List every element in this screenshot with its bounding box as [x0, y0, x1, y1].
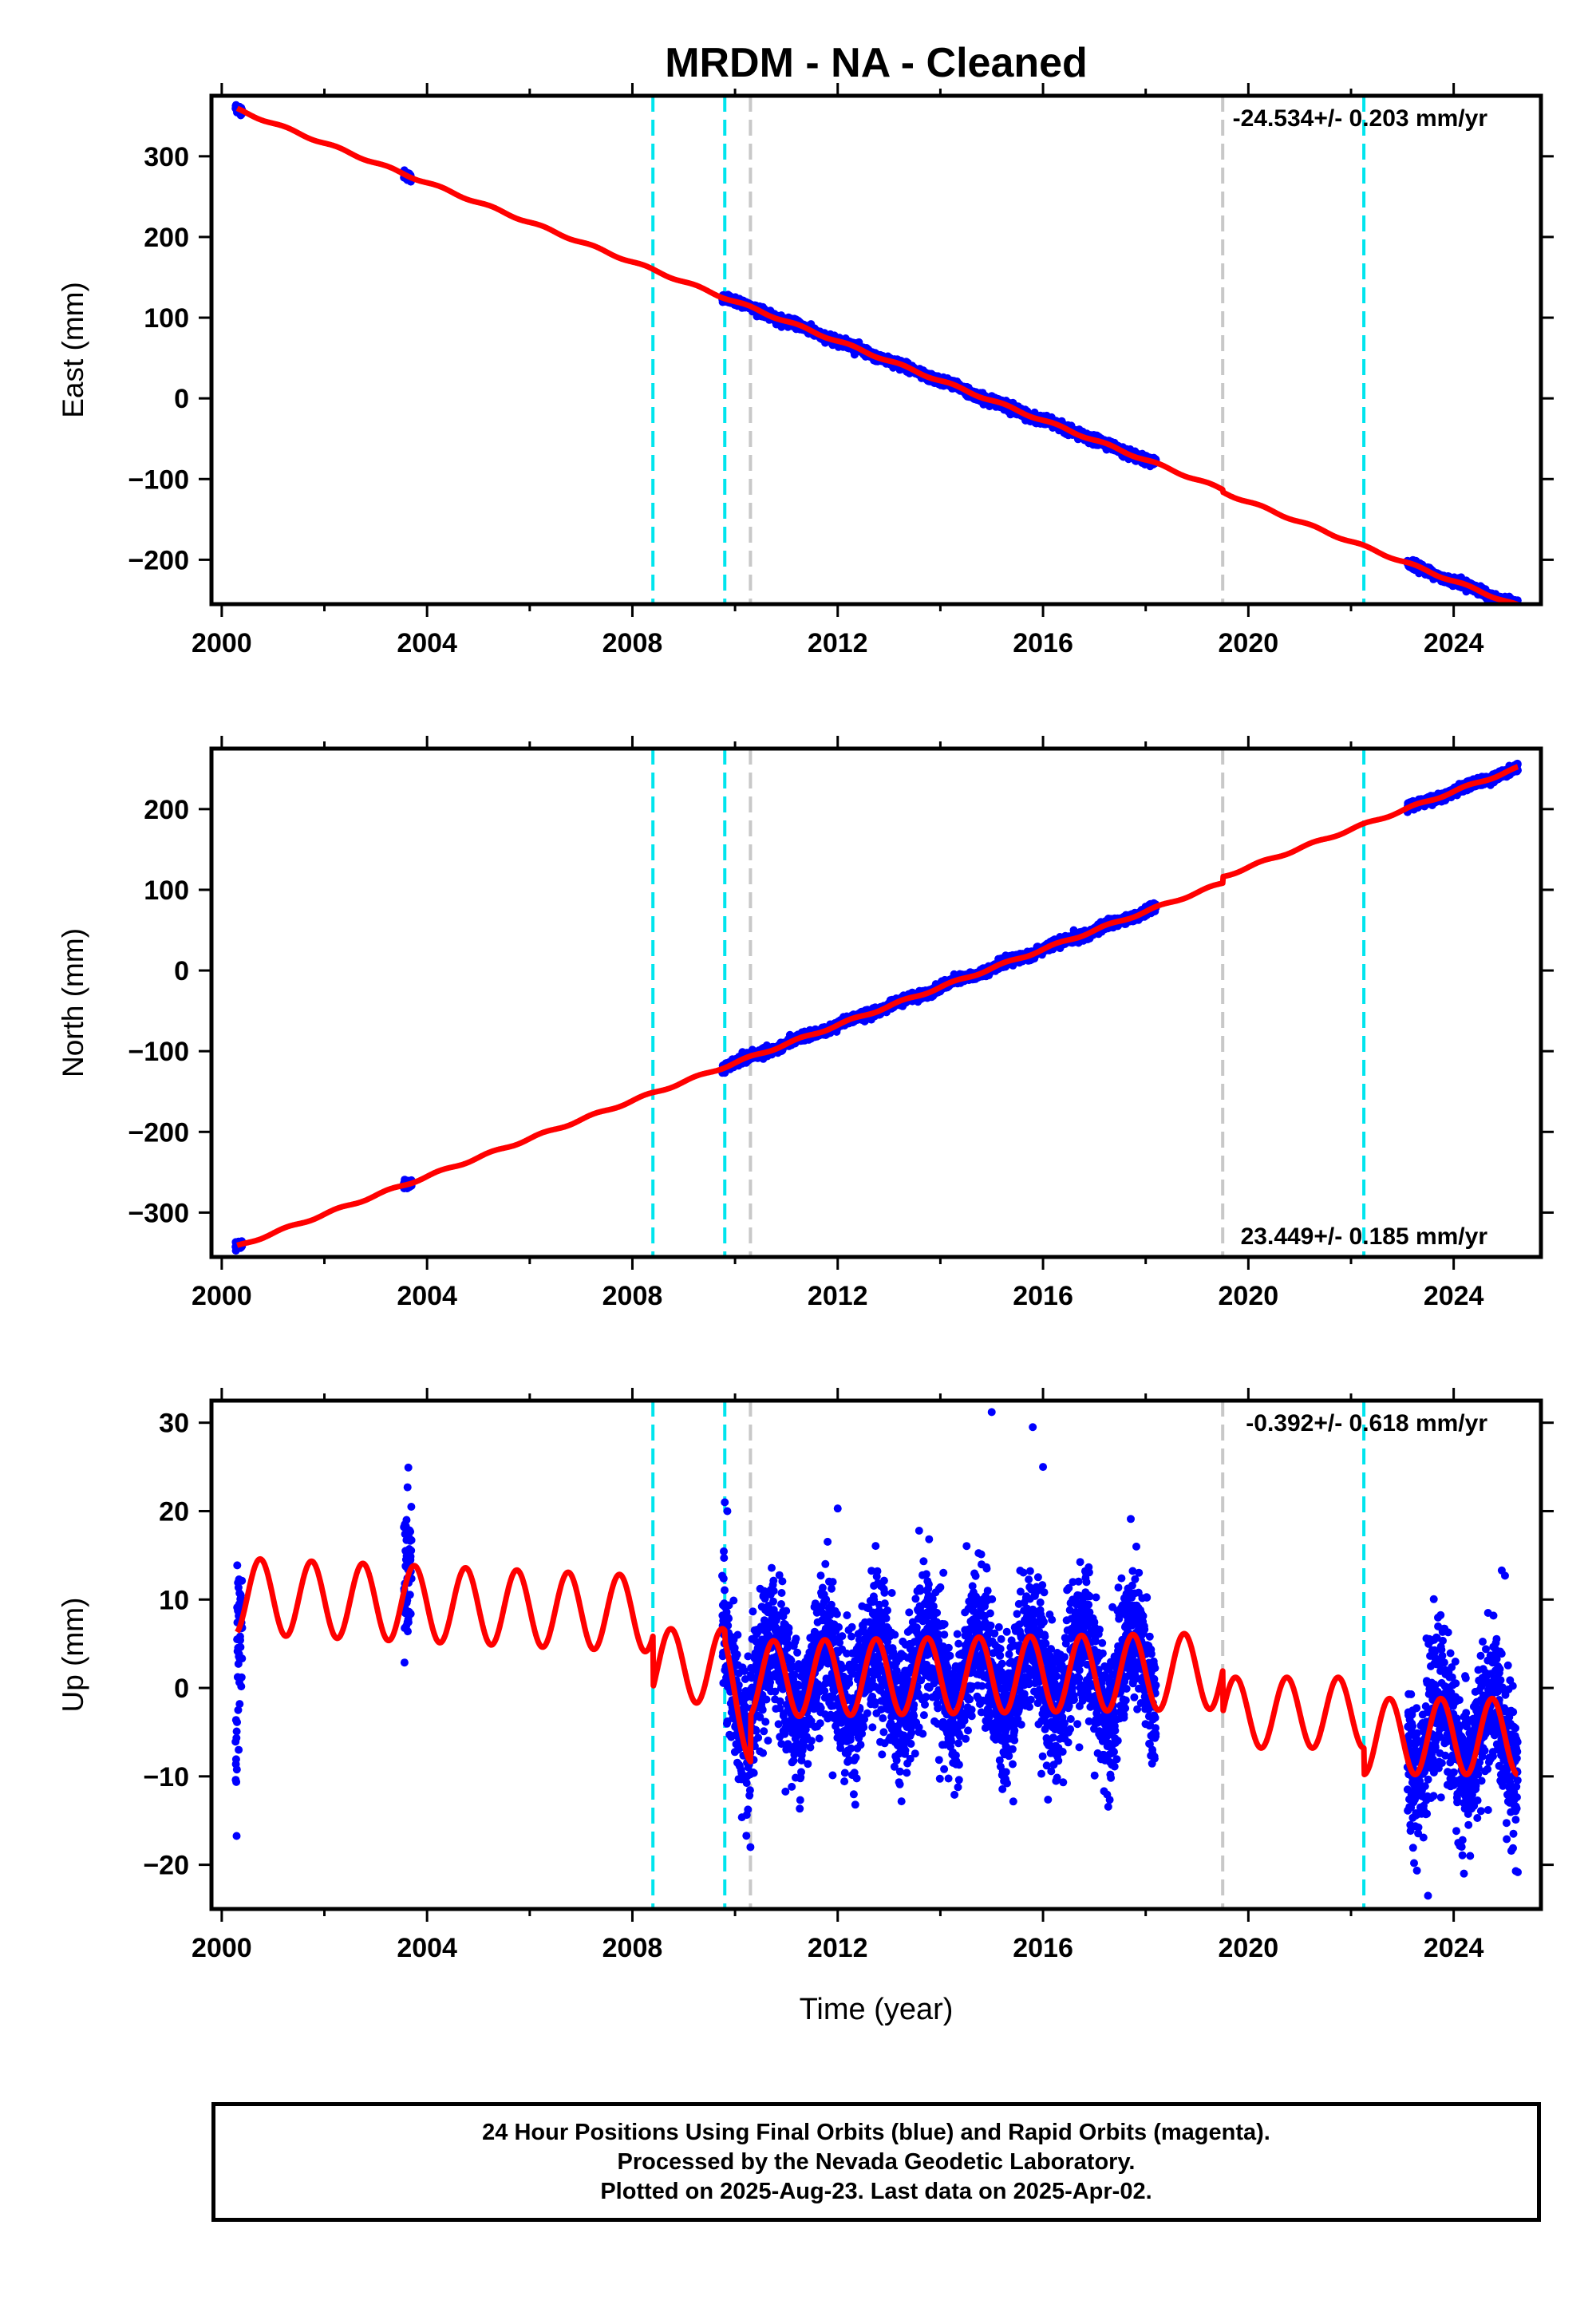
x-tick-label: 2020	[1219, 628, 1279, 658]
x-tick-label: 2004	[397, 628, 457, 658]
chart-title: MRDM - NA - Cleaned	[665, 40, 1088, 86]
x-tick-label: 2012	[808, 628, 868, 658]
model-fit-line	[235, 105, 1520, 604]
plot-area	[231, 96, 1522, 614]
x-tick-label: 2024	[1424, 628, 1484, 658]
y-axis-label: East (mm)	[57, 282, 89, 418]
rate-label: -24.534+/- 0.203 mm/yr	[1233, 105, 1488, 132]
y-tick-label: −200	[128, 545, 189, 575]
y-tick-label: 200	[144, 223, 189, 253]
y-tick-label: 100	[144, 303, 189, 334]
east-panel: 2000 2004 2008 2012 2016 2020 2024 300 200 100 0 −1…	[57, 83, 1554, 658]
x-tick-label: 2000	[192, 628, 252, 658]
north-panel: 2000 2004 2008 2012 2016 2020 20242001000−100−…	[57, 736, 1554, 1311]
data-point	[1511, 606, 1519, 614]
x-tick-label: 2016	[1013, 628, 1073, 658]
y-tick-label: −100	[128, 464, 189, 495]
x-tick-label: 2008	[602, 628, 663, 658]
y-tick-label: 0	[174, 384, 189, 414]
y-tick-label: 300	[144, 142, 189, 172]
plot-area	[231, 749, 1522, 1257]
